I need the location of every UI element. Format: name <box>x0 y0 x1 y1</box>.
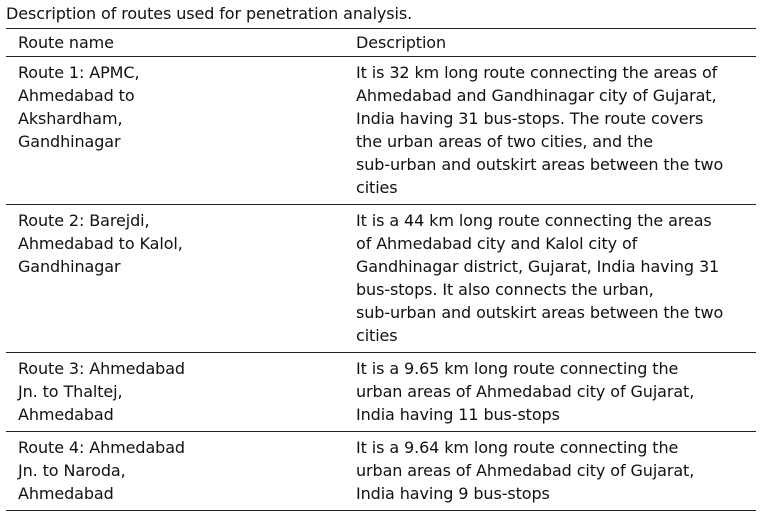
route-description-cell: It is a 44 km long route connecting the … <box>344 204 756 353</box>
header-route-name: Route name <box>6 28 344 57</box>
route-name-cell: Route 2: Barejdi, Ahmedabad to Kalol, Gand… <box>6 204 344 353</box>
route-description-line: the urban areas of two cities, and the <box>356 132 654 151</box>
route-description-line: sub-urban and outskirt areas between the… <box>356 155 724 174</box>
route-name-line: Gandhinagar <box>18 132 121 151</box>
route-description-line: It is a 9.65 km long route connecting th… <box>356 359 679 378</box>
route-name-line: Route 4: Ahmedabad <box>18 438 185 457</box>
route-name-cell: Route 3: Ahmedabad Jn. to Thaltej, Ahmedab… <box>6 352 344 432</box>
route-description-line: cities <box>356 178 398 197</box>
table-body: Route 1: APMC, Ahmedabad to Akshardham, Gan… <box>6 56 756 511</box>
routes-table-container: Route name Description Route 1: APMC, Ahm… <box>6 28 756 511</box>
route-description-line: India having 11 bus-stops <box>356 405 560 424</box>
table-row: Route 3: Ahmedabad Jn. to Thaltej, Ahmedab… <box>6 352 756 432</box>
route-name-line: Jn. to Thaltej, <box>18 382 123 401</box>
route-description-line: It is a 9.64 km long route connecting th… <box>356 438 679 457</box>
route-description-cell: It is a 9.64 km long route connecting th… <box>344 431 756 511</box>
route-description-line: urban areas of Ahmedabad city of Gujarat… <box>356 461 695 480</box>
route-description-line: It is a 44 km long route connecting the … <box>356 211 712 230</box>
route-description-cell: It is a 9.65 km long route connecting th… <box>344 352 756 432</box>
route-description-line: Ahmedabad and Gandhinagar city of Gujara… <box>356 86 717 105</box>
table-header: Route name Description <box>6 28 756 57</box>
route-description-line: India having 31 bus-stops. The route cov… <box>356 109 704 128</box>
route-description-line: bus-stops. It also connects the urban, <box>356 280 654 299</box>
route-name-cell: Route 1: APMC, Ahmedabad to Akshardham, Gan… <box>6 56 344 205</box>
route-name-line: Jn. to Naroda, <box>18 461 126 480</box>
route-description-line: cities <box>356 326 398 345</box>
route-description-line: sub-urban and outskirt areas between the… <box>356 303 724 322</box>
route-name-line: Ahmedabad to Kalol, <box>18 234 183 253</box>
table-row: Route 1: APMC, Ahmedabad to Akshardham, Gan… <box>6 56 756 205</box>
route-description-line: India having 9 bus-stops <box>356 484 550 503</box>
route-description-line: of Ahmedabad city and Kalol city of <box>356 234 638 253</box>
table-row: Route 4: Ahmedabad Jn. to Naroda, Ahmedaba… <box>6 431 756 511</box>
route-name-line: Ahmedabad <box>18 484 114 503</box>
route-name-line: Akshardham, <box>18 109 123 128</box>
route-name-line: Ahmedabad to <box>18 86 135 105</box>
route-name-line: Ahmedabad <box>18 405 114 424</box>
routes-table: Route name Description Route 1: APMC, Ahm… <box>6 28 756 511</box>
header-row: Route name Description <box>6 28 756 57</box>
table-caption: Description of routes used for penetrati… <box>6 4 413 23</box>
route-description-line: It is 32 km long route connecting the ar… <box>356 63 718 82</box>
route-description-line: urban areas of Ahmedabad city of Gujarat… <box>356 382 695 401</box>
header-description: Description <box>344 28 756 57</box>
route-name-cell: Route 4: Ahmedabad Jn. to Naroda, Ahmedaba… <box>6 431 344 511</box>
route-name-line: Route 3: Ahmedabad <box>18 359 185 378</box>
route-name-line: Route 2: Barejdi, <box>18 211 150 230</box>
table-row: Route 2: Barejdi, Ahmedabad to Kalol, Gand… <box>6 204 756 353</box>
route-description-cell: It is 32 km long route connecting the ar… <box>344 56 756 205</box>
route-name-line: Gandhinagar <box>18 257 121 276</box>
route-name-line: Route 1: APMC, <box>18 63 140 82</box>
route-description-line: Gandhinagar district, Gujarat, India hav… <box>356 257 720 276</box>
